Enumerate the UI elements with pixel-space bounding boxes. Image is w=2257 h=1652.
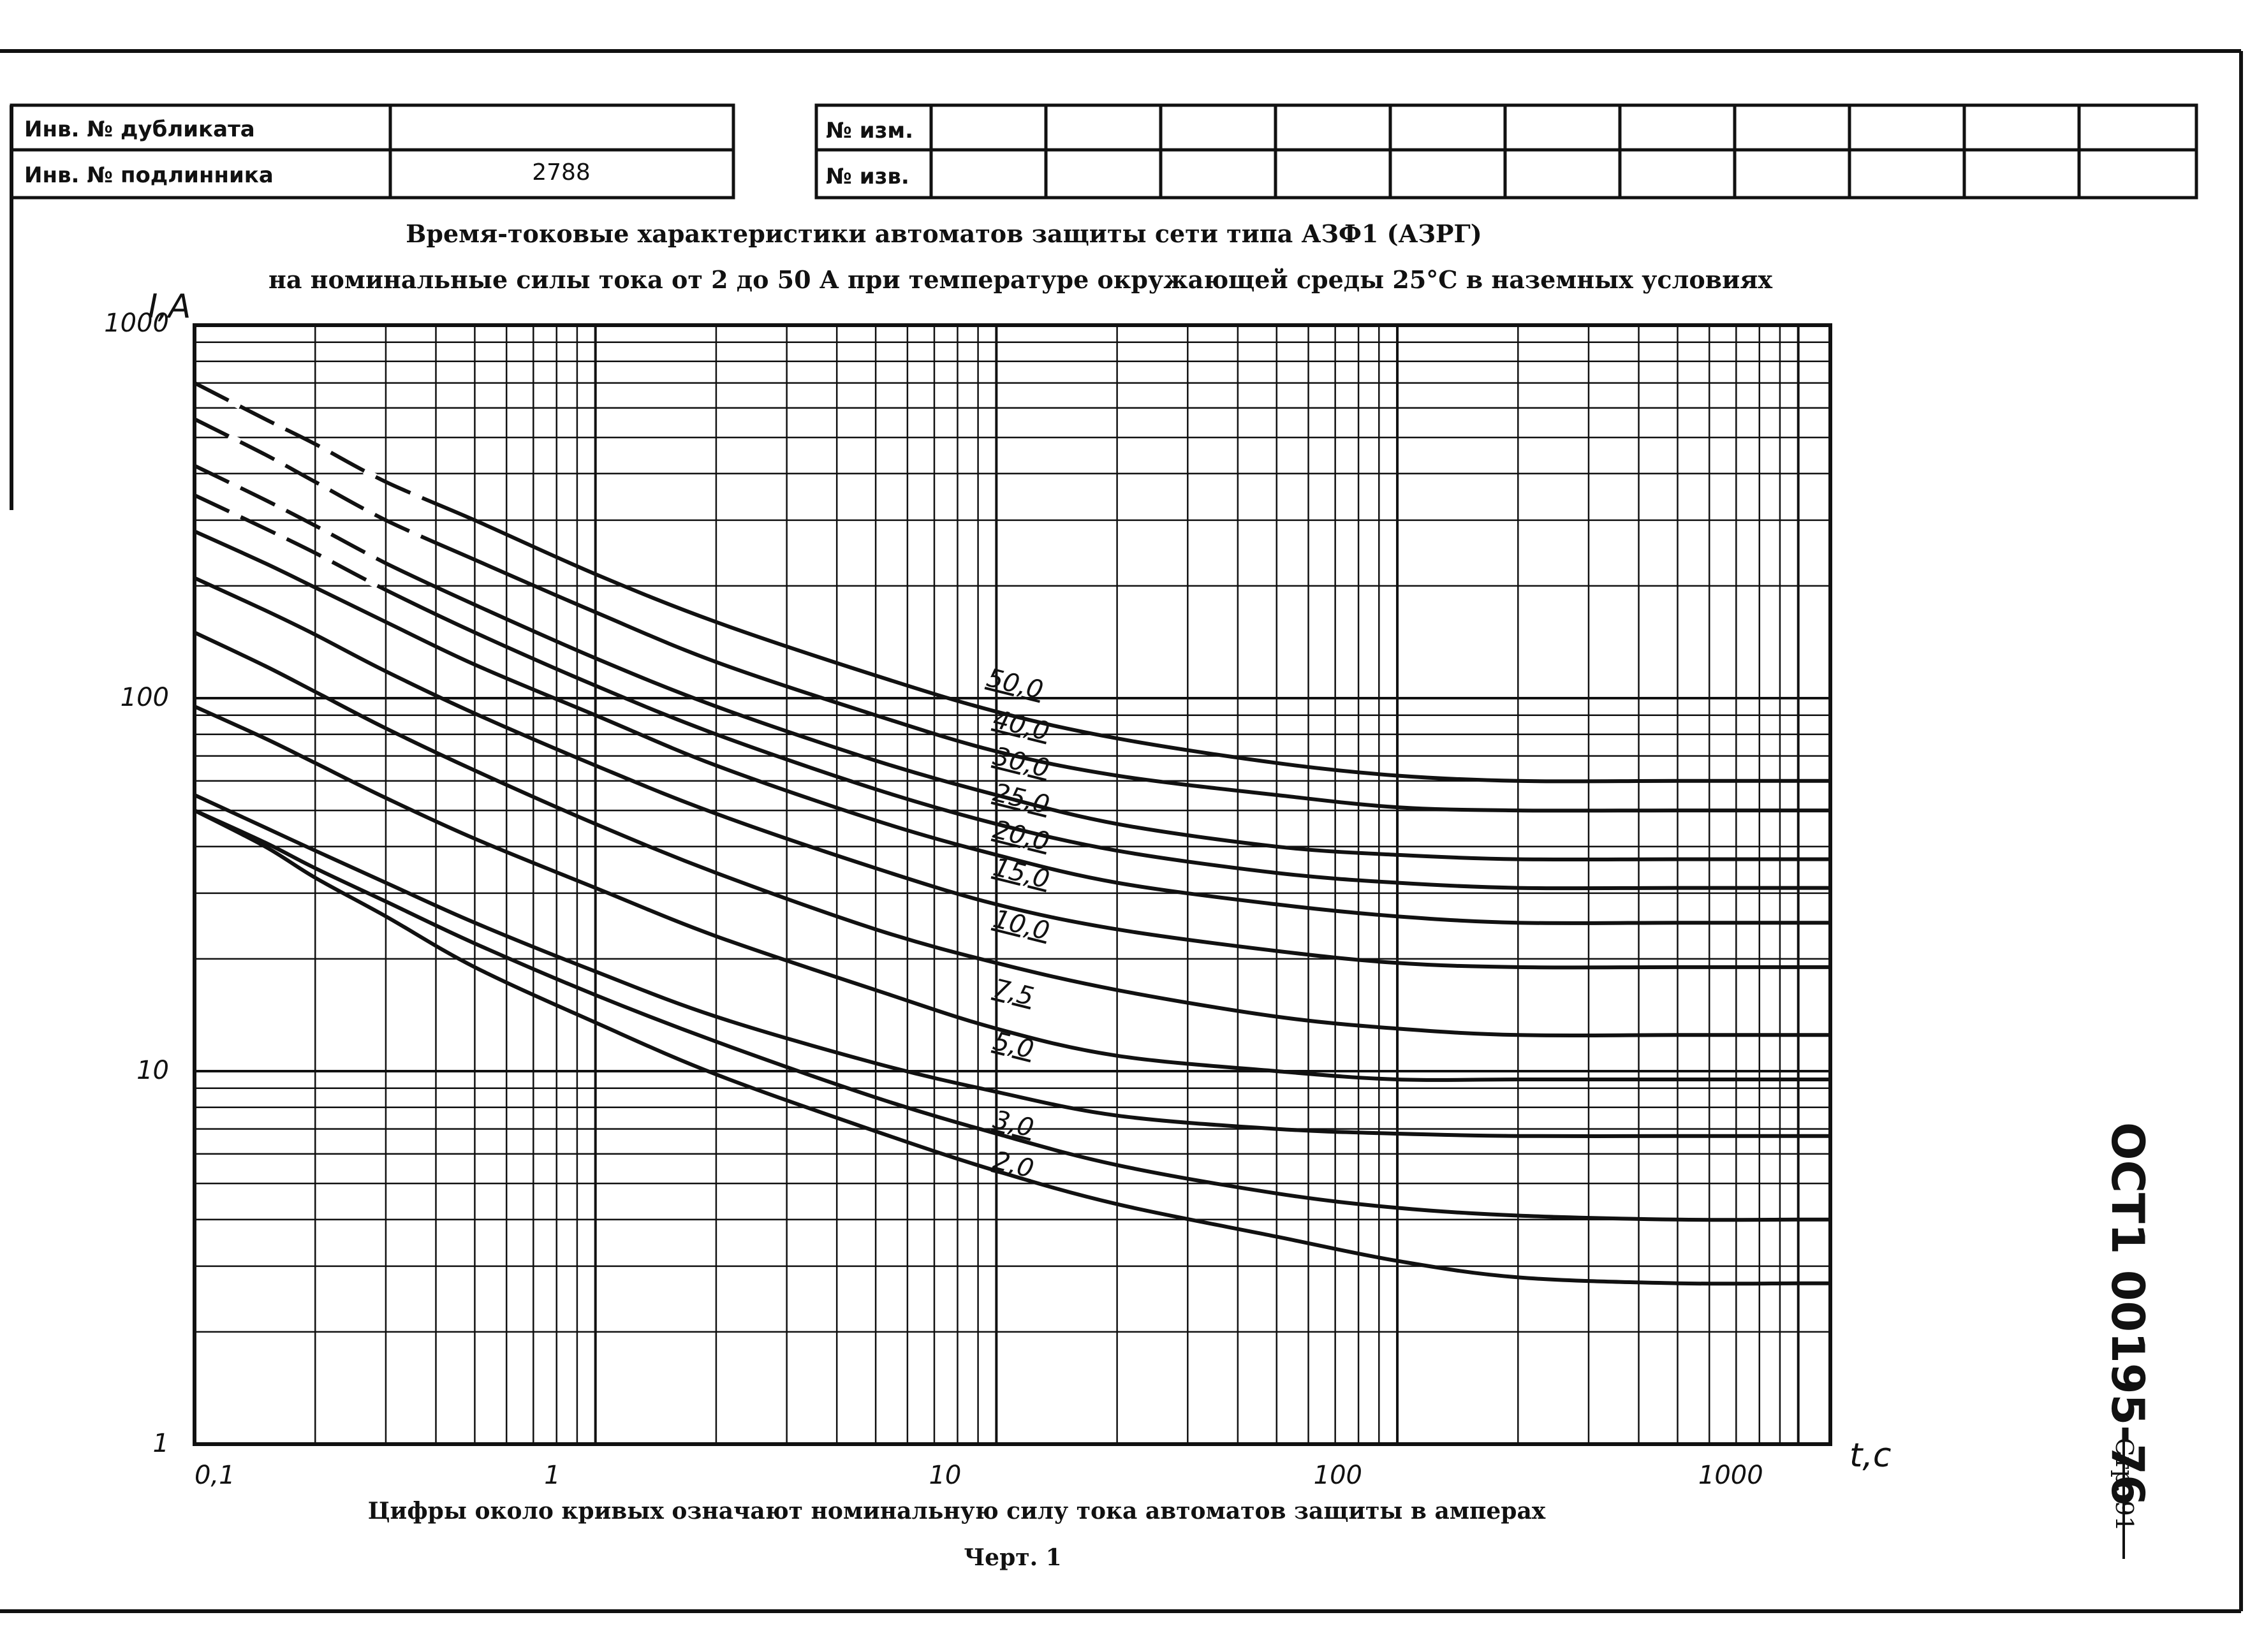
series-line — [193, 381, 1830, 784]
y-axis-label: I,A — [148, 288, 191, 326]
series-label: 40,0 — [990, 705, 1053, 747]
x-tick-label: 1 — [544, 1461, 560, 1490]
chart-title-line1: Время-токовые характеристики автоматов з… — [406, 219, 1481, 248]
duplicate-inventory-label: Инв. № дубликата — [24, 117, 255, 142]
x-tick-label: 100 — [1314, 1461, 1362, 1490]
series-label: 10,0 — [990, 904, 1053, 946]
original-inventory-label: Инв. № подлинника — [24, 163, 274, 188]
inventory-stamp — [10, 103, 735, 200]
grid-lines — [193, 325, 1830, 1445]
original-inventory-value: 2788 — [532, 159, 591, 186]
x-tick-label: 10 — [929, 1461, 961, 1490]
y-tick-label: 1 — [153, 1429, 169, 1458]
plot-border — [193, 323, 1832, 1446]
x-tick-label: 1000 — [1698, 1461, 1763, 1490]
y-tick-label: 100 — [121, 683, 169, 712]
change-number-label: № изм. — [826, 118, 913, 143]
series-label: 20,0 — [990, 815, 1053, 857]
series-label: 15,0 — [990, 852, 1053, 895]
series-line — [193, 808, 1830, 1222]
series-line — [193, 493, 1830, 891]
series-labels: 50,040,030,025,020,015,010,07,55,03,02,0 — [984, 663, 1053, 1184]
document-number: ОСТ1 00195-76 — [2101, 1122, 2154, 1506]
series-line — [193, 631, 1830, 1038]
y-tick-label: 1000 — [104, 309, 169, 338]
series-label: 30,0 — [990, 742, 1053, 784]
series-line — [193, 576, 1830, 970]
y-tick-label: 10 — [136, 1056, 169, 1085]
x-axis-label: t,c — [1849, 1436, 1892, 1475]
curve-note: Цифры около кривых означают номинальную … — [368, 1498, 1546, 1524]
figure-caption: Черт. 1 — [964, 1544, 1061, 1571]
changes-stamp — [814, 103, 2198, 200]
series-line — [193, 464, 1830, 862]
series-line — [193, 793, 1830, 1139]
series-label: 25,0 — [990, 778, 1053, 820]
x-tick-labels: 0,1 1 10 100 1000 — [195, 1461, 1763, 1490]
series-line — [193, 705, 1830, 1082]
chart-title-line2: на номинальные силы тока от 2 до 50 А пр… — [268, 265, 1772, 294]
y-tick-labels: 1 10 100 1000 — [104, 309, 169, 1458]
x-tick-label: 0,1 — [195, 1461, 235, 1490]
series-group — [193, 380, 1830, 1286]
series-line — [193, 808, 1830, 1286]
series-line — [193, 417, 1830, 813]
series-line — [193, 529, 1830, 925]
notice-number-label: № изв. — [826, 164, 909, 189]
